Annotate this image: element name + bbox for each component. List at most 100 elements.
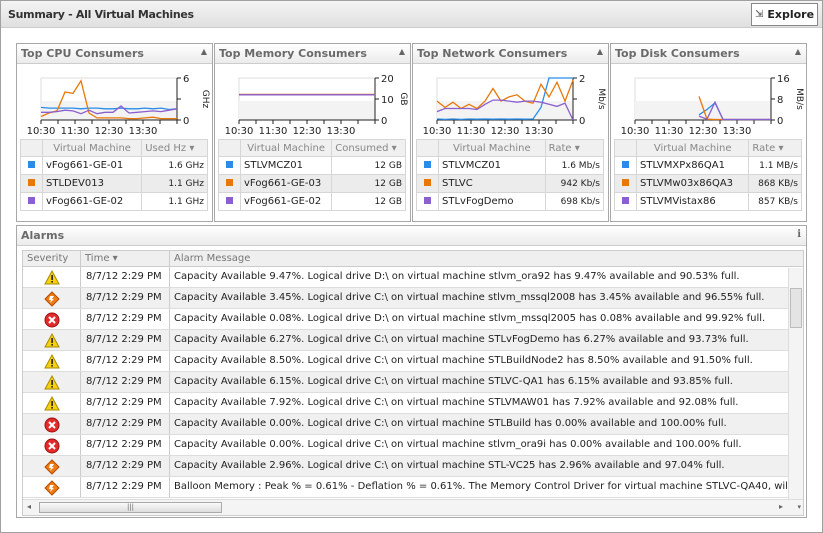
alarm-message: Capacity Available 2.96%. Logical drive … [174, 460, 725, 471]
table-row[interactable]: STLVMCZ01 1.6 Mb/s [416, 156, 605, 175]
scroll-down-icon[interactable]: ▾ [797, 503, 801, 511]
y-tick-label: 16 [777, 74, 790, 85]
vm-value: 1.1 GHz [141, 174, 208, 193]
collapse-icon[interactable]: ▲ [794, 47, 801, 56]
collapse-icon[interactable]: ▲ [398, 47, 405, 56]
column-severity[interactable]: Severity [23, 251, 81, 266]
horizontal-scroll-thumb[interactable]: ||| [39, 502, 222, 513]
vertical-scrollbar[interactable] [788, 268, 803, 500]
vm-value: 698 Kb/s [544, 192, 605, 211]
fatal-icon [44, 312, 60, 336]
collapse-icon[interactable]: ▲ [200, 47, 207, 56]
plot-band [635, 101, 771, 120]
vm-value: 1.6 GHz [141, 156, 208, 175]
legend-swatch [424, 197, 431, 204]
alarms-table-header: Severity Time ▾ Alarm Message [23, 251, 803, 267]
critical-icon [43, 459, 60, 483]
severity-cell [23, 372, 81, 392]
vertical-scroll-thumb[interactable] [790, 288, 802, 328]
x-tick-label: 10:30 [225, 126, 254, 137]
vm-name: STLVMw03x86QA3 [635, 174, 750, 193]
vm-name: STLVMCZ01 [239, 156, 333, 175]
table-row[interactable]: vFog661-GE-02 12 GB [218, 192, 406, 211]
table-row[interactable]: STLVMXPx86QA1 1.1 MB/s [614, 156, 802, 175]
column-value[interactable]: Rate ▾ [748, 139, 802, 157]
column-value[interactable]: Rate ▾ [544, 139, 605, 157]
x-tick-label: 13:30 [723, 126, 752, 137]
column-virtual-machine[interactable]: Virtual Machine [239, 139, 333, 157]
y-tick-label: 0 [183, 116, 189, 127]
table-row[interactable]: STLVMCZ01 12 GB [218, 156, 406, 175]
x-tick-label: 13:30 [525, 126, 554, 137]
warning-icon [43, 269, 60, 293]
table-row[interactable]: vFog661-GE-01 1.6 GHz [20, 156, 208, 175]
series-line-orange [436, 79, 574, 110]
x-tick-label: 12:30 [95, 126, 124, 137]
y-tick-label: 0 [777, 116, 783, 127]
swatch-column [218, 139, 241, 157]
fatal-icon [44, 438, 60, 462]
explore-icon: ⇲ [754, 9, 764, 20]
panel-header: Top Memory Consumers ▲ [215, 44, 410, 64]
column-alarm-message[interactable]: Alarm Message [174, 253, 251, 264]
column-virtual-machine[interactable]: Virtual Machine [635, 139, 750, 157]
explore-button[interactable]: ⇲ Explore [751, 3, 818, 26]
column-value[interactable]: Used Hz ▾ [141, 139, 208, 157]
legend-swatch-cell [218, 192, 241, 211]
table-row[interactable]: STLVC 942 Kb/s [416, 174, 605, 193]
critical-icon [43, 480, 60, 504]
table-row[interactable]: STLVMw03x86QA3 868 KB/s [614, 174, 802, 193]
table-row[interactable]: STLvFogDemo 698 Kb/s [416, 192, 605, 211]
y-tick-label: 2 [579, 74, 585, 85]
consumers-table: Virtual Machine Rate ▾ STLVMXPx86QA1 1.1 MB… [614, 139, 802, 211]
table-row[interactable]: STLDEV013 1.1 GHz [20, 174, 208, 193]
vm-value: 868 KB/s [748, 174, 802, 193]
alarm-row[interactable]: 8/7/12 2:29 PM Capacity Available 8.50%. … [23, 351, 803, 372]
alarms-table: Severity Time ▾ Alarm Message 8/7/12 2:2… [22, 250, 804, 516]
alarm-row[interactable]: 8/7/12 2:29 PM Capacity Available 3.45%. … [23, 288, 803, 309]
table-row[interactable]: vFog661-GE-03 12 GB [218, 174, 406, 193]
info-icon[interactable]: i [797, 229, 801, 240]
legend-swatch [424, 179, 431, 186]
legend-swatch [622, 179, 629, 186]
vm-value: 942 Kb/s [544, 174, 605, 193]
table-row[interactable]: vFog661-GE-02 1.1 GHz [20, 192, 208, 211]
alarm-time: 8/7/12 2:29 PM [81, 351, 170, 371]
alarm-row[interactable]: 8/7/12 2:29 PM Capacity Available 6.15%. … [23, 372, 803, 393]
alarm-message: Capacity Available 8.50%. Logical drive … [174, 355, 753, 366]
alarm-row[interactable]: 8/7/12 2:29 PM Capacity Available 7.92%. … [23, 393, 803, 414]
fatal-icon [44, 417, 60, 441]
column-value[interactable]: Consumed ▾ [331, 139, 406, 157]
sparkline-chart: 10:30 11:30 12:30 13:30 0 2 Mb/s [423, 74, 606, 137]
panel-header: Top Network Consumers ▲ [413, 44, 608, 64]
legend-swatch [28, 197, 35, 204]
legend-swatch [226, 179, 233, 186]
swatch-column [20, 139, 43, 157]
series-line-purple [698, 100, 771, 121]
column-virtual-machine[interactable]: Virtual Machine [41, 139, 143, 157]
plot-band [437, 101, 573, 120]
alarm-time: 8/7/12 2:29 PM [81, 414, 170, 434]
alarm-row[interactable]: 8/7/12 2:29 PM Capacity Available 0.00%. … [23, 435, 803, 456]
table-row[interactable]: STLVMVistax86 857 KB/s [614, 192, 802, 211]
horizontal-scrollbar[interactable]: ◂ ||| ▸ ▾ [23, 499, 803, 515]
column-time[interactable]: Time ▾ [81, 251, 170, 266]
x-tick-label: 12:30 [293, 126, 322, 137]
alarm-row[interactable]: 8/7/12 2:29 PM Capacity Available 6.27%. … [23, 330, 803, 351]
panel-title: Top CPU Consumers [21, 47, 144, 60]
alarm-row[interactable]: 8/7/12 2:29 PM Balloon Memory : Peak % = … [23, 477, 803, 498]
vm-value: 857 KB/s [748, 192, 802, 211]
header-bar: Summary - All Virtual Machines ⇲ Explore [1, 1, 822, 28]
collapse-icon[interactable]: ▲ [596, 47, 603, 56]
x-tick-label: 11:30 [61, 126, 90, 137]
swatch-column [416, 139, 439, 157]
alarm-row[interactable]: 8/7/12 2:29 PM Capacity Available 9.47%. … [23, 267, 803, 288]
alarm-row[interactable]: 8/7/12 2:29 PM Capacity Available 0.00%. … [23, 414, 803, 435]
panel-header: Top CPU Consumers ▲ [17, 44, 212, 64]
alarm-row[interactable]: 8/7/12 2:29 PM Capacity Available 2.96%. … [23, 456, 803, 477]
scroll-left-icon[interactable]: ◂ [27, 502, 32, 511]
column-virtual-machine[interactable]: Virtual Machine [438, 139, 546, 157]
alarm-row[interactable]: 8/7/12 2:29 PM Capacity Available 0.08%. … [23, 309, 803, 330]
scroll-right-icon[interactable]: ▸ [778, 502, 783, 511]
severity-cell [23, 456, 81, 476]
